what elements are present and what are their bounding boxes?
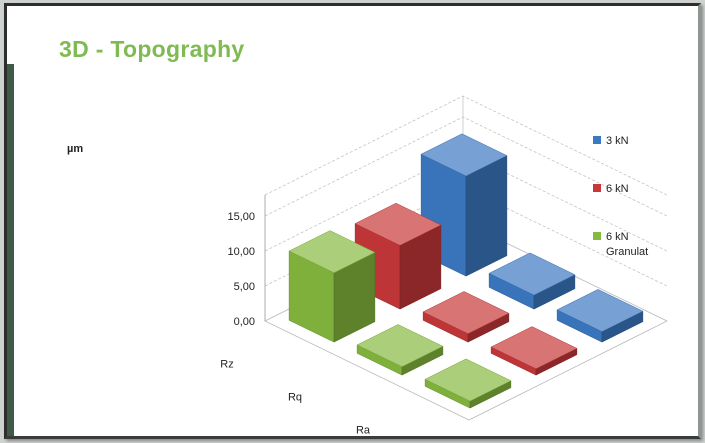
y-tick-label: 0,00 bbox=[234, 316, 255, 328]
category-label-rq: Rq bbox=[288, 392, 302, 404]
legend-label: 6 kN bbox=[606, 183, 629, 195]
bar-face-top bbox=[488, 252, 576, 296]
bar-face-top bbox=[356, 324, 444, 367]
legend-item-3-kn: 3 kN bbox=[593, 135, 629, 147]
bar-3-kn-ra bbox=[556, 289, 644, 343]
legend-item-6-kn: 6 kN bbox=[593, 183, 629, 195]
bar-face-top bbox=[420, 133, 508, 177]
bar-6-kn-rq bbox=[422, 291, 510, 343]
chart-plot: 0,00 5,00 10,00 15,00 µm Rz Rq Ra 3 kN 6 kN 6 kN G… bbox=[67, 95, 668, 436]
bar-3-kn-rq bbox=[488, 252, 576, 310]
bar-face-top bbox=[354, 202, 442, 246]
bar-6-kn-granulat-ra bbox=[424, 358, 512, 409]
bar-face-top bbox=[424, 358, 512, 402]
legend-label: Granulat bbox=[606, 246, 648, 258]
y-tick-label: 15,00 bbox=[227, 211, 255, 223]
legend-label: 3 kN bbox=[606, 135, 629, 147]
chart-labels: 0,00 5,00 10,00 15,00 µm Rz Rq Ra bbox=[67, 143, 371, 436]
bar-6-kn-granulat-rq bbox=[356, 324, 444, 376]
legend-label: 6 kN bbox=[606, 231, 629, 243]
y-tick-label: 10,00 bbox=[227, 246, 255, 258]
bar-face-side bbox=[465, 155, 508, 277]
category-label-ra: Ra bbox=[356, 425, 371, 437]
chart-title: 3D - Topography bbox=[59, 36, 245, 62]
chart-bars bbox=[288, 133, 644, 409]
frame-accent-bar bbox=[7, 64, 14, 436]
y-tick-label: 5,00 bbox=[234, 281, 255, 293]
bar-face-top bbox=[490, 326, 578, 370]
bar-6-kn-ra bbox=[490, 326, 578, 376]
bar-face-top bbox=[556, 289, 644, 332]
bar-6-kn-granulat-rz bbox=[288, 230, 376, 343]
y-axis-unit: µm bbox=[67, 143, 83, 155]
legend-swatch bbox=[593, 184, 601, 192]
legend-swatch bbox=[593, 136, 601, 144]
chart-legend: 3 kN 6 kN 6 kN Granulat bbox=[593, 135, 648, 258]
legend-item-6-kn-granulat: 6 kN Granulat bbox=[593, 231, 648, 258]
chart-frame: 3D - Topography 0,00 5,00 10,00 15,00 µm Rz Rq… bbox=[4, 3, 701, 439]
legend-swatch bbox=[593, 232, 601, 240]
bar-face-top bbox=[422, 291, 510, 334]
category-label-rz: Rz bbox=[220, 359, 233, 371]
bar-face-top bbox=[288, 230, 376, 274]
